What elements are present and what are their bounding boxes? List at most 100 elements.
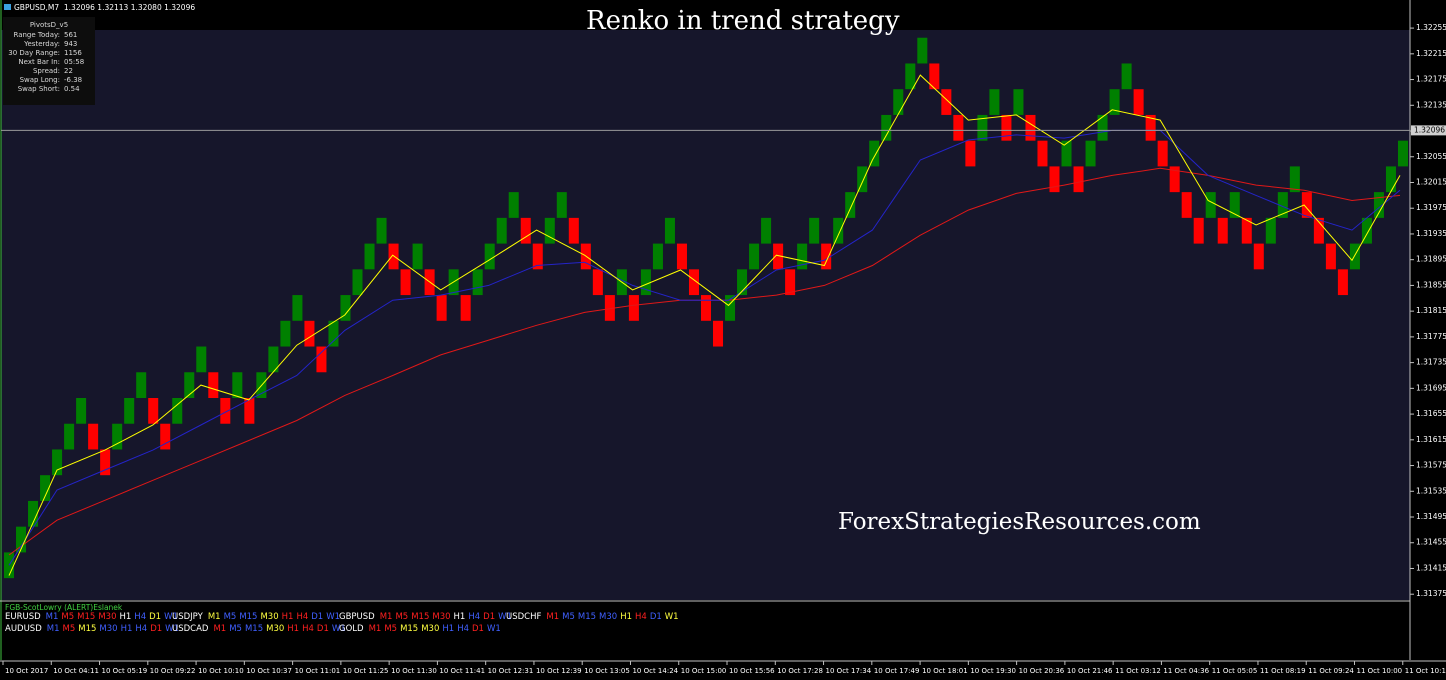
y-tick-label: 1.32215 [1416, 49, 1446, 58]
signal-frame: M1 [46, 624, 60, 634]
renko-brick [628, 295, 639, 321]
y-tick-label: 1.32135 [1416, 100, 1446, 109]
renko-brick [857, 166, 868, 193]
renko-brick [1397, 140, 1408, 167]
renko-brick [1145, 114, 1156, 141]
renko-brick [1301, 192, 1312, 218]
signal-frame: M1 [45, 612, 59, 622]
signal-frame: H4 [302, 624, 314, 634]
pivot-value: 561 [64, 31, 78, 39]
y-tick-label: 1.32255 [1416, 23, 1446, 32]
x-tick-label: 10 Oct 04:11 [53, 667, 99, 675]
indicator-line [8, 74, 1401, 576]
signal-frame: W1 [664, 612, 679, 622]
signal-group: AUDUSD M1 M5 M15 M30 H1 H4 D1 W1 [5, 624, 182, 634]
y-tick-label: 1.31775 [1416, 332, 1446, 341]
y-tick-label: 1.31895 [1416, 255, 1446, 264]
signal-frame: M5 [562, 612, 575, 622]
signal-symbol: GBPUSD [339, 612, 375, 622]
x-tick-label: 10 Oct 13:05 [584, 667, 630, 675]
signal-frame: M30 [260, 612, 279, 622]
renko-brick [400, 269, 411, 296]
renko-brick [773, 243, 784, 270]
x-tick-label: 10 Oct 10:10 [198, 667, 244, 675]
renko-brick [953, 114, 964, 141]
renko-brick [1361, 217, 1372, 244]
signal-frame: D1 [483, 612, 496, 622]
x-tick-label: 10 Oct 20:36 [1019, 667, 1065, 675]
signal-frame: M30 [98, 612, 117, 622]
renko-brick [1229, 192, 1240, 218]
y-tick-label: 1.32055 [1416, 152, 1446, 161]
renko-brick [1181, 192, 1192, 218]
x-tick-label: 10 Oct 15:00 [681, 667, 727, 675]
x-tick-label: 11 Oct 09:24 [1308, 667, 1354, 675]
renko-brick [821, 243, 832, 270]
renko-brick [268, 346, 279, 373]
renko-brick [508, 192, 519, 218]
renko-brick [1253, 243, 1264, 270]
renko-brick [328, 320, 339, 347]
signal-frame: D1 [316, 624, 329, 634]
renko-brick [1337, 269, 1348, 296]
renko-brick [1061, 140, 1072, 167]
renko-brick [160, 423, 171, 450]
renko-brick [749, 243, 760, 270]
symbol-icon [4, 4, 11, 10]
signal-frame: M1 [207, 612, 221, 622]
renko-brick [700, 295, 712, 321]
pivot-value: 05:58 [64, 58, 85, 66]
signal-frame: H4 [134, 612, 147, 622]
x-tick-label: 10 Oct 09:22 [150, 667, 196, 675]
signal-frame: H4 [296, 612, 309, 622]
renko-brick [304, 320, 315, 347]
renko-brick [1277, 192, 1288, 218]
signal-frame: H1 [120, 624, 133, 634]
renko-brick [1325, 243, 1336, 270]
renko-brick [977, 114, 988, 141]
renko-brick [52, 449, 63, 476]
y-tick-label: 1.31695 [1416, 383, 1446, 392]
signal-frame: M15 [77, 612, 96, 622]
x-tick-label: 10 Oct 12:39 [536, 667, 582, 675]
renko-brick [1385, 166, 1396, 193]
renko-brick [604, 295, 615, 321]
renko-brick [136, 372, 147, 398]
signal-group: USDCAD M1 M5 M15 M30 H1 H4 D1 W1 [172, 624, 349, 634]
y-tick-label: 1.31375 [1416, 589, 1446, 598]
signal-frame: M30 [421, 624, 440, 634]
y-tick-label: 1.31455 [1416, 538, 1446, 547]
renko-brick [905, 63, 916, 90]
renko-brick [316, 346, 327, 373]
signal-symbol: GOLD [339, 624, 364, 634]
pivot-label: Spread: [32, 67, 60, 75]
renko-brick [737, 269, 748, 296]
signal-group: GOLD M1 M5 M15 M30 H1 H4 D1 W1 [339, 624, 504, 634]
watermark: ForexStrategiesResources.com [838, 509, 1201, 535]
pivot-value: 943 [64, 40, 78, 48]
y-tick-label: 1.31935 [1416, 229, 1446, 238]
renko-brick [833, 217, 844, 244]
pivot-label: Yesterday: [24, 40, 60, 48]
signal-frame: M15 [239, 612, 258, 622]
renko-brick [713, 320, 724, 347]
renko-brick [676, 243, 687, 270]
renko-brick [172, 397, 183, 424]
signal-frame: W1 [498, 612, 512, 622]
renko-brick [232, 372, 243, 398]
signal-frame: M5 [229, 624, 242, 634]
x-tick-label: 10 Oct 19:30 [970, 667, 1016, 675]
pivot-row: Spread: 22 [3, 67, 95, 76]
x-tick-label: 10 Oct 10:37 [246, 667, 292, 675]
x-tick-label: 10 Oct 17:28 [777, 667, 823, 675]
pivot-label: Next Bar In: [18, 58, 60, 66]
renko-brick [1097, 114, 1108, 141]
renko-brick [244, 397, 255, 424]
renko-brick [196, 346, 207, 373]
renko-brick [112, 423, 123, 450]
renko-brick [1133, 89, 1144, 115]
signal-frame: M1 [213, 624, 227, 634]
y-tick-label: 1.32175 [1416, 75, 1446, 84]
x-tick-label: 10 Oct 18:01 [922, 667, 968, 675]
renko-brick [664, 217, 675, 244]
